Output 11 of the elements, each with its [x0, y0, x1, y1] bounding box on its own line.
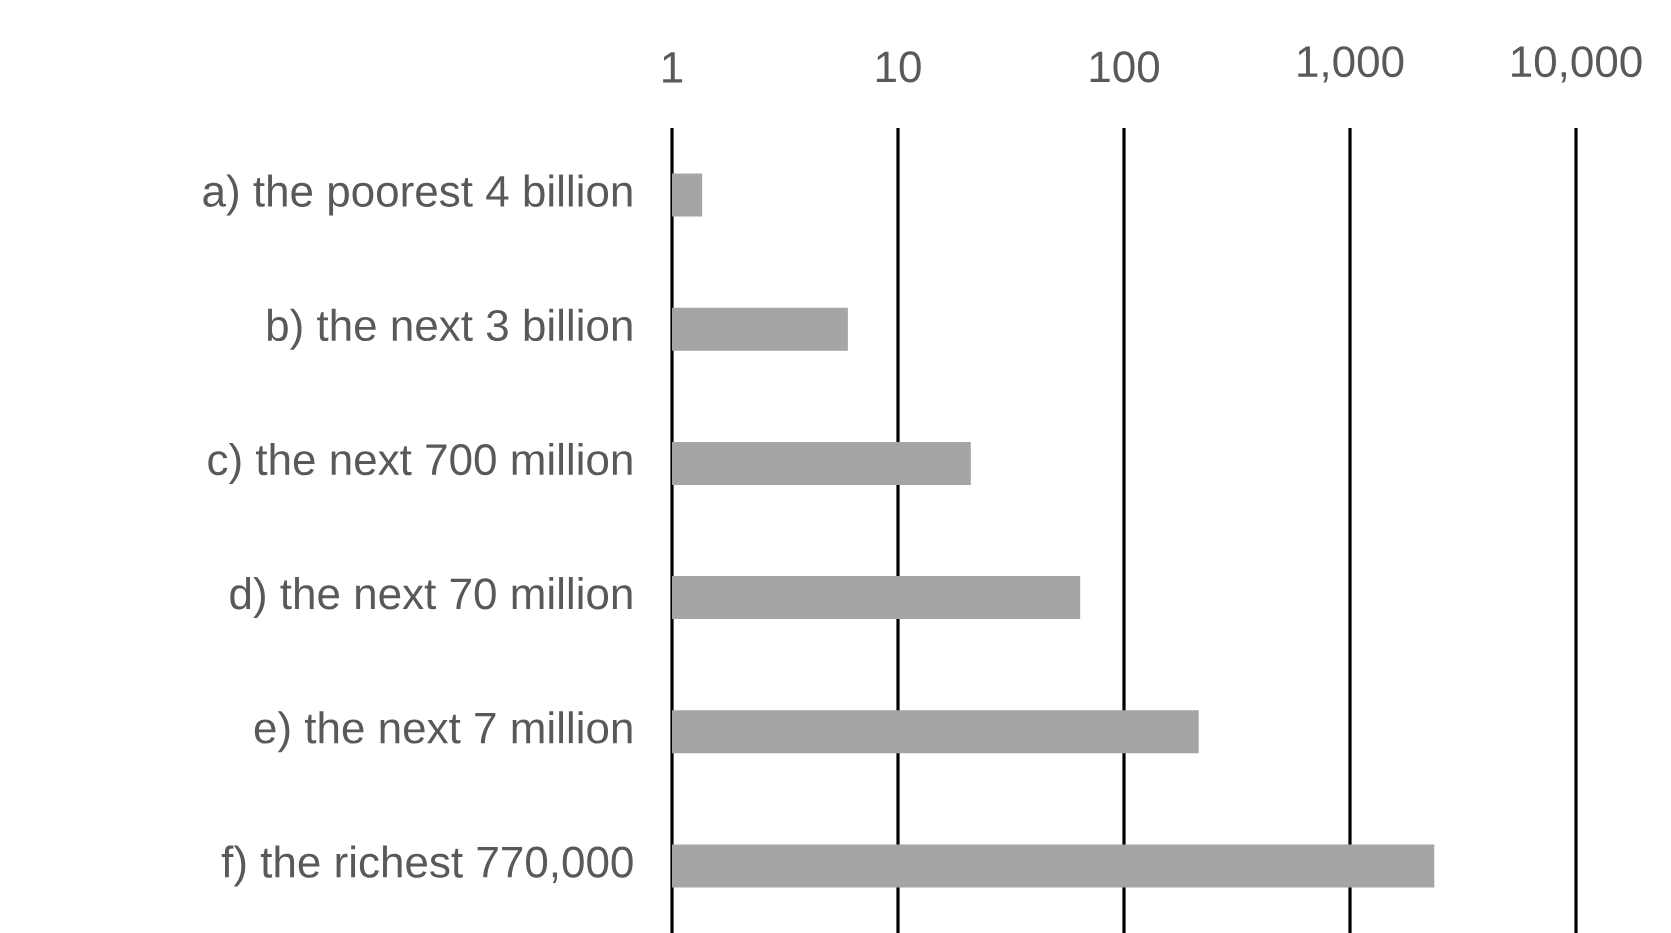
y-tick-label: e) the next 7 million [254, 711, 632, 753]
x-tick-label: 1 [663, 52, 683, 83]
x-tick-label: 1,000 [1298, 46, 1404, 83]
y-tick-label: f) the richest 770,000 [221, 845, 633, 887]
y-tick-label: a) the poorest 4 billion [203, 174, 632, 216]
x-tick-label: 10 [876, 51, 921, 83]
x-tick-label: 10,000 [1512, 46, 1642, 83]
y-tick-label: d) the next 70 million [230, 577, 632, 619]
x-tick-label: 100 [1090, 51, 1159, 83]
y-tick-label: b) the next 3 billion [267, 308, 632, 350]
y-tick-label: c) the next 700 million [208, 442, 632, 484]
